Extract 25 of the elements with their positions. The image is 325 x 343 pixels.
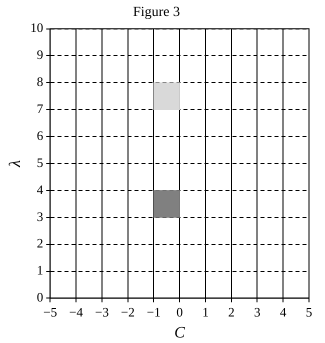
- y-tick-label: 4: [36, 182, 44, 197]
- x-tick-label: −5: [43, 304, 58, 320]
- y-tick-label: 1: [36, 262, 44, 278]
- y-tick-label: 7: [36, 101, 44, 116]
- y-tick-label: 5: [36, 154, 44, 170]
- x-tick-label: 2: [228, 304, 235, 320]
- x-tick-label: −1: [146, 304, 161, 320]
- x-tick-label: −3: [95, 304, 109, 320]
- x-tick-label: −4: [69, 304, 84, 320]
- y-tick-label: 10: [30, 20, 44, 36]
- y-tick-label: 6: [36, 128, 44, 143]
- y-tick-label: 9: [36, 47, 44, 62]
- y-tick-label: 8: [36, 74, 44, 90]
- x-tick-label: 4: [280, 304, 287, 320]
- x-axis-title: C: [174, 324, 186, 342]
- x-tick-label: −2: [120, 304, 135, 320]
- chart-title: Figure 3: [132, 5, 180, 20]
- y-tick-label: 2: [36, 236, 44, 251]
- y-axis-title: λ: [6, 160, 24, 168]
- x-tick-label: 3: [254, 304, 260, 320]
- x-tick-label: 1: [202, 304, 209, 320]
- y-tick-label: 3: [36, 208, 44, 224]
- x-tick-label: 0: [176, 304, 183, 320]
- y-tick-label: 0: [36, 290, 44, 305]
- x-tick-label: 5: [306, 304, 312, 320]
